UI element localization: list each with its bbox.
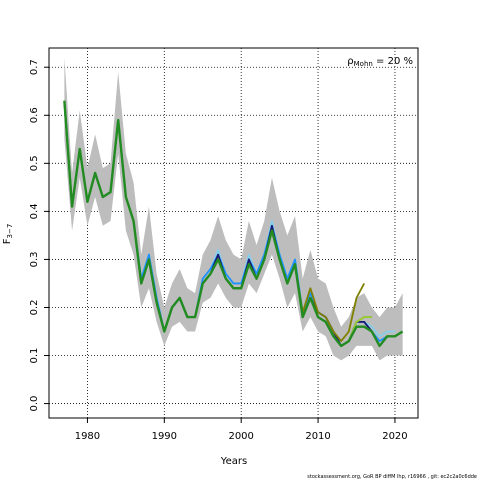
x-tick-label: 2010 [305, 431, 330, 442]
y-tick-label: 0.3 [29, 251, 40, 267]
y-tick-label: 0.1 [29, 348, 40, 364]
y-tick-label: 0.4 [29, 203, 40, 219]
footer-credit: stockassessment.org, GoR BP diffM lhp, r… [307, 474, 477, 480]
mohn-rho-subscript: Mohn [354, 60, 373, 68]
mohn-rho-symbol: ρ [347, 56, 353, 67]
y-tick-label: 0.6 [29, 107, 40, 123]
axes: 1980 1990 2000 2010 2020 0.0 0.1 0.2 0.3 0.4 0.5 0.… [29, 47, 419, 442]
y-axis-title-subscript: 3−7 [6, 224, 14, 239]
y-tick-label: 0.7 [29, 59, 40, 75]
series-lines-layer [63, 100, 404, 348]
mohn-rho-value: = 20 % [373, 56, 413, 67]
y-tick-label: 0.2 [29, 300, 40, 316]
grid-lines [49, 48, 418, 418]
x-tick-label: 1990 [152, 431, 177, 442]
y-tick-label: 0.0 [29, 396, 40, 412]
x-tick-label: 1980 [75, 431, 100, 442]
y-tick-label: 0.5 [29, 155, 40, 171]
mohn-rho-annotation: ρMohn = 20 % [347, 56, 413, 68]
x-tick-label: 2020 [382, 431, 407, 442]
confidence-band-layer [64, 57, 403, 361]
y-axis-title: F3−7 [2, 224, 14, 245]
confidence-band [64, 57, 403, 361]
y-axis-title-main: F [2, 238, 13, 244]
x-axis-title: Years [220, 456, 247, 467]
series-line-main [63, 100, 404, 348]
plot-frame [48, 47, 419, 419]
x-tick-label: 2000 [228, 431, 253, 442]
